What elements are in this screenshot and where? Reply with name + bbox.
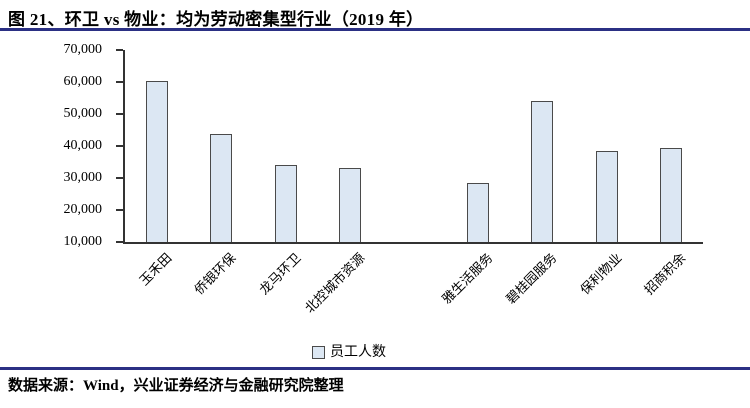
- x-axis-category-label: 招商积余: [641, 250, 689, 298]
- figure-title: 图 21、环卫 vs 物业：均为劳动密集型行业（2019 年）: [8, 10, 424, 29]
- employee-bar: [210, 134, 233, 242]
- y-axis-tick-label: 40,000: [63, 138, 103, 153]
- x-axis-category-label: 北控城市资源: [301, 250, 368, 316]
- employee-bar: [338, 168, 361, 242]
- x-axis-category-label: 碧桂园服务: [503, 250, 561, 307]
- x-axis-line: [123, 242, 703, 244]
- footer-divider: [0, 367, 750, 370]
- legend-label: 员工人数: [330, 345, 386, 360]
- y-axis-tick: [116, 145, 123, 147]
- legend-swatch: [312, 346, 325, 359]
- employee-bar-chart: 10,000 20,000 30,000 40,000 50,000 60,000 70,0…: [0, 32, 750, 366]
- y-axis-tick-label: 30,000: [63, 170, 103, 185]
- y-axis-tick-label: 20,000: [63, 202, 103, 217]
- data-source-note: 数据来源：Wind，兴业证券经济与金融研究院整理: [8, 378, 344, 394]
- y-axis-tick: [116, 241, 123, 243]
- y-axis-tick-label: 60,000: [63, 74, 103, 89]
- x-axis-category-label: 侨银环保: [191, 250, 239, 298]
- employee-bar: [659, 148, 682, 242]
- employee-bar: [146, 81, 169, 242]
- y-axis-tick-label: 50,000: [63, 106, 103, 121]
- title-divider: [0, 28, 750, 31]
- y-axis-tick: [116, 209, 123, 211]
- employee-bar: [274, 165, 297, 242]
- y-axis-tick: [116, 113, 123, 115]
- y-axis-tick-label: 10,000: [63, 234, 103, 249]
- x-axis-category-label: 保利物业: [576, 250, 625, 298]
- y-axis-line: [123, 50, 125, 244]
- x-axis-category-label: 雅生活服务: [439, 250, 496, 307]
- x-axis-category-label: 龙马环卫: [255, 250, 304, 298]
- y-axis-tick-label: 70,000: [63, 42, 103, 57]
- employee-bar: [467, 182, 490, 242]
- legend: 员工人数: [312, 345, 386, 360]
- x-axis-category-label: 玉禾田: [136, 250, 175, 289]
- y-axis-tick: [116, 81, 123, 83]
- y-axis-tick: [116, 49, 123, 51]
- employee-bar: [595, 150, 618, 242]
- employee-bar: [531, 100, 554, 242]
- y-axis-tick: [116, 177, 123, 179]
